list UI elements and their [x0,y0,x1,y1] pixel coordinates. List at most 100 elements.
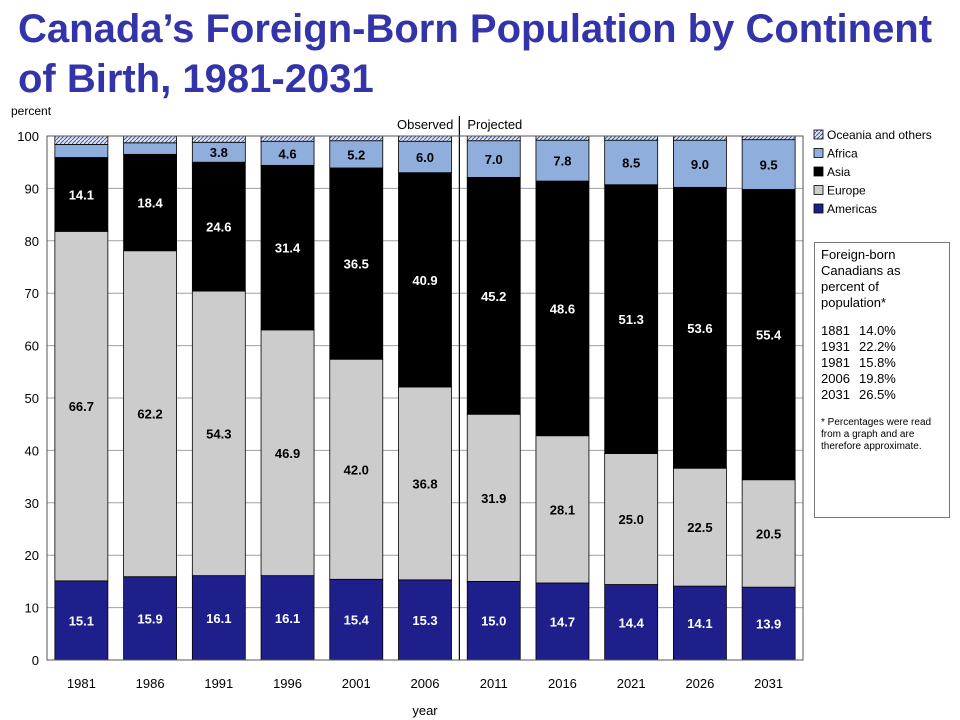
data-label: 53.6 [687,321,712,336]
info-year: 2006 [821,371,850,386]
bar-segment [398,135,452,142]
data-label: 31.4 [275,241,301,256]
bar-segment [123,135,177,144]
data-label: 45.2 [481,289,506,304]
bar-segment [466,135,521,142]
bar-segment [466,176,521,415]
bar-segment [466,140,521,178]
bar-segment [260,135,315,142]
bar-segment [673,186,727,469]
data-label: 14.4 [619,615,645,630]
data-label: 14.1 [687,616,712,631]
info-row: 1981 15.8% [821,355,943,371]
data-label: 24.6 [206,220,231,235]
bar-segment [191,135,246,143]
bar-segment [329,135,384,142]
data-label: 16.1 [275,611,300,626]
data-label: 15.4 [344,613,370,628]
data-label: 15.9 [137,611,162,626]
info-value: 19.8% [859,371,896,386]
legend-swatch [813,129,824,140]
bar-segment [329,358,384,580]
bar-segment [604,184,659,454]
x-axis-label: year [412,703,438,718]
data-label: 40.9 [412,273,437,288]
info-intro: Foreign-born Canadians as percent of pop… [821,247,901,310]
page-title: Canada’s Foreign-Born Population by Cont… [18,7,933,101]
data-label: 31.9 [481,491,506,506]
bar-segment [123,153,177,252]
bar-segment [673,139,727,188]
x-tick-label: 2021 [617,676,646,691]
bar-segment [604,135,659,141]
data-label: 20.5 [756,526,781,541]
data-label: 18.4 [137,196,163,211]
y-tick-label: 80 [25,234,39,249]
bar-segment [535,180,590,437]
info-value: 14.0% [859,323,896,338]
data-label: 25.0 [619,512,644,527]
bar-segment [673,467,727,587]
y-tick-label: 30 [25,496,39,511]
bar-segment [54,143,109,158]
y-tick-label: 70 [25,286,39,301]
x-tick-label: 1986 [136,676,165,691]
data-label: 66.7 [69,399,94,414]
legend-label: Americas [827,202,877,216]
projected-label: Projected [467,117,522,132]
info-row: 1881 14.0% [821,323,943,339]
data-label: 15.0 [481,614,506,629]
bar-segment [123,250,177,578]
x-tick-label: 2006 [411,676,440,691]
bar-segment [535,435,590,584]
x-tick-label: 2016 [548,676,577,691]
legend-swatch [813,185,824,195]
bar-segment [191,161,246,292]
plot-frame [46,135,804,661]
x-tick-label: 2001 [342,676,371,691]
bar-segment [741,479,796,588]
bar-segment [604,139,659,186]
x-tick-label: 2011 [480,676,508,691]
data-label: 4.6 [279,146,297,161]
data-label: 15.1 [69,613,94,628]
info-row: 1931 22.2% [821,339,943,355]
y-tick-label: 0 [32,653,39,668]
data-label: 28.1 [550,502,575,517]
bar-segment [54,135,109,145]
data-label: 22.5 [687,520,712,535]
info-value: 22.2% [859,339,896,354]
bar-segment [123,142,177,155]
bar-segment [398,386,452,581]
legend-label: Oceania and others [827,128,932,142]
data-label: 36.5 [344,257,369,272]
y-tick-label: 60 [25,339,39,354]
data-label: 62.2 [137,407,162,422]
x-tick-label: 1981 [67,676,96,691]
info-value: 26.5% [859,387,896,402]
data-label: 51.3 [619,312,644,327]
info-value: 15.8% [859,355,896,370]
info-year: 1881 [821,323,850,338]
bar-segment [604,453,659,585]
bar-segment [535,139,590,182]
foreign-born-info-box: Foreign-born Canadians as percent of pop… [814,242,950,518]
legend-label: Africa [827,147,858,161]
data-label: 14.7 [550,614,575,629]
bar-segment [54,157,109,232]
legend-swatch [813,148,824,158]
data-label: 9.0 [691,157,709,172]
data-label: 7.0 [485,152,503,167]
y-axis-label: percent [11,104,52,118]
bar-segment [260,140,315,166]
bar-segment [329,167,384,360]
y-tick-label: 100 [17,129,39,144]
y-tick-label: 20 [25,548,39,563]
y-tick-label: 40 [25,443,39,458]
x-tick-label: 1996 [273,676,302,691]
data-label: 8.5 [622,155,640,170]
y-tick-label: 90 [25,181,39,196]
data-label: 46.9 [275,446,300,461]
y-tick-label: 50 [25,391,39,406]
